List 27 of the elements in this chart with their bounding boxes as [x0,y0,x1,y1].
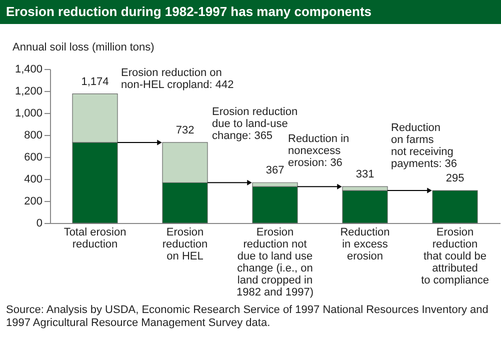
total-label: 732 [176,124,194,136]
total-label: 367 [266,164,284,177]
bar [342,190,388,224]
annotation: Reduction on farms not receiving payments: 36 [391,122,458,170]
y-tick-label: 0 [36,218,42,230]
total-label: 295 [446,172,464,185]
y-tick-label: 1,000 [14,108,42,120]
bar [432,190,478,224]
y-tick-label: 800 [24,130,42,142]
bar [252,186,298,224]
annotation: Erosion reduction on non-HEL cropland: 442 [121,67,234,91]
total-label: 1,174 [81,76,109,88]
y-tick-label: 200 [24,196,42,208]
source-note: Source: Analysis by USDA, Economic Research Service of 1997 National Resources Inventory and 1997 Agricultural Resource Management Survey data. [6,304,490,330]
y-tick-label: 400 [24,174,42,186]
x-tick-label: Erosion reduction on HEL [162,226,208,262]
chart-title: Erosion reduction during 1982-1997 has many components [0,0,501,24]
y-tick-label: 1,400 [14,64,42,76]
x-tick-label: Total erosion reduction [64,226,126,250]
y-axis-title: Annual soil loss (million tons) [12,42,154,54]
y-tick-label: 1,200 [14,86,42,98]
total-label: 331 [356,168,374,181]
x-tick-label: Erosion reduction that could be attributed to compliance [421,226,489,286]
x-tick-label: Reduction in excess erosion [340,226,390,262]
y-tick-label: 600 [24,152,42,164]
x-tick-label: Erosion reduction not due to land use change (i.e., on land cropped in 1982 and 1997) [236,226,314,298]
annotation: Reduction in nonexcess erosion: 36 [288,133,350,169]
